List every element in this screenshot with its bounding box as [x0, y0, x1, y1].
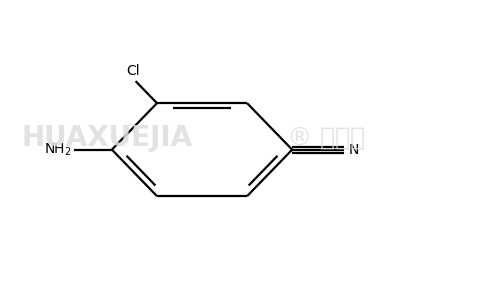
Text: NH$_2$: NH$_2$	[44, 141, 72, 158]
Text: ® 化学加: ® 化学加	[288, 126, 366, 150]
Text: N: N	[348, 143, 359, 157]
Text: HUAXUEJIA: HUAXUEJIA	[22, 124, 193, 152]
Text: Cl: Cl	[126, 64, 140, 78]
